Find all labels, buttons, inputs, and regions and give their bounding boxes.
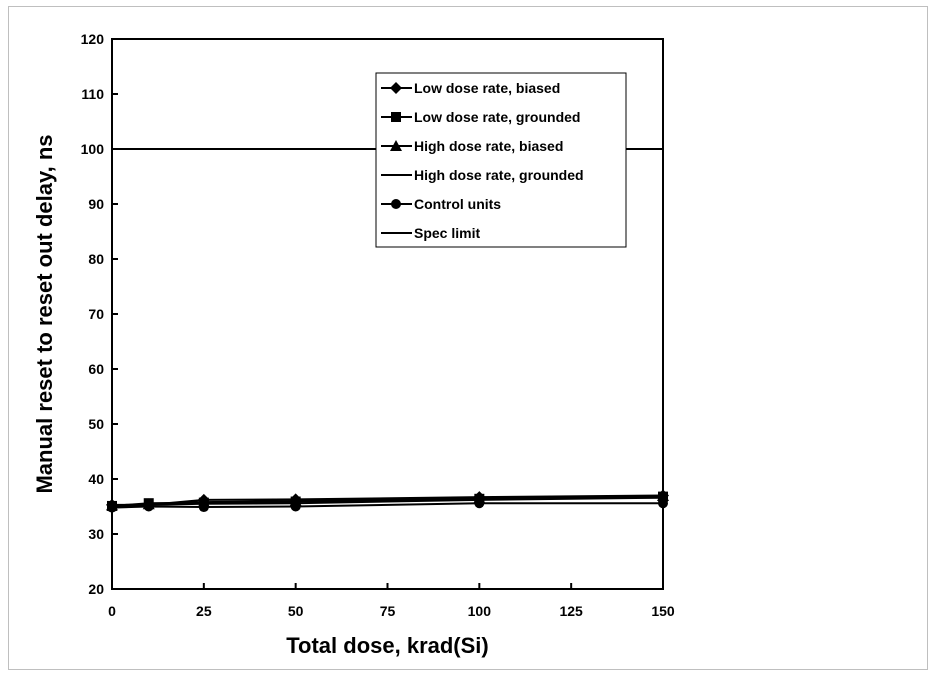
legend-label-4: Control units — [414, 196, 501, 212]
y-axis-title: Manual reset to reset out delay, ns — [32, 134, 57, 493]
axes-layer: 20 30 40 50 60 70 80 90 100 110 120 0 25 50 75 100 125 15… — [81, 31, 675, 619]
legend: Low dose rate, biased Low dose rate, grou… — [375, 72, 627, 248]
legend-item-2: High dose rate, biased — [381, 138, 563, 154]
series-4-point-0 — [107, 502, 117, 513]
y-tick-label-4: 60 — [88, 361, 104, 377]
x-tick-label-3: 75 — [380, 603, 396, 619]
legend-item-1: Low dose rate, grounded — [381, 109, 580, 125]
legend-label-5: Spec limit — [414, 225, 480, 241]
legend-marker-2 — [390, 140, 402, 151]
legend-label-3: High dose rate, grounded — [414, 167, 584, 183]
x-tick-label-1: 25 — [196, 603, 212, 619]
series-4-line — [111, 502, 663, 509]
y-tick-label-6: 80 — [88, 251, 104, 267]
legend-item-5: Spec limit — [381, 225, 480, 241]
y-tick-label-1: 30 — [88, 526, 104, 542]
y-tick-label-8: 100 — [81, 141, 105, 157]
legend-box — [375, 72, 627, 248]
y-tick-label-0: 20 — [88, 581, 104, 597]
x-tick-label-2: 50 — [288, 603, 304, 619]
legend-item-0: Low dose rate, biased — [381, 80, 560, 96]
series-4-point-2 — [198, 502, 209, 513]
x-tick-label-0: 0 — [108, 603, 116, 619]
legend-label-1: Low dose rate, grounded — [414, 109, 580, 125]
legend-marker-4 — [391, 199, 401, 209]
y-tick-label-2: 40 — [88, 471, 104, 487]
series-4-point-4 — [474, 498, 485, 509]
series-3-line — [111, 496, 664, 508]
series-4-point-1 — [143, 501, 154, 512]
legend-marker-1 — [391, 112, 401, 122]
x-axis-title: Total dose, krad(Si) — [286, 633, 489, 658]
y-tick-label-9: 110 — [81, 86, 104, 102]
x-tick-label-4: 100 — [468, 603, 492, 619]
series-3 — [111, 496, 664, 508]
legend-item-3: High dose rate, grounded — [381, 167, 584, 183]
y-tick-label-5: 70 — [88, 306, 104, 322]
y-tick-label-3: 50 — [88, 416, 104, 432]
series-4-point-5 — [658, 498, 668, 509]
y-tick-label-7: 90 — [88, 196, 104, 212]
legend-label-2: High dose rate, biased — [414, 138, 563, 154]
x-tick-label-5: 125 — [559, 603, 583, 619]
x-tick-label-6: 150 — [651, 603, 675, 619]
legend-item-4: Control units — [381, 196, 501, 212]
series-4 — [107, 498, 668, 513]
legend-marker-0 — [390, 82, 402, 94]
series-4-point-3 — [290, 501, 301, 512]
legend-label-0: Low dose rate, biased — [414, 80, 560, 96]
y-tick-label-10: 120 — [81, 31, 105, 47]
